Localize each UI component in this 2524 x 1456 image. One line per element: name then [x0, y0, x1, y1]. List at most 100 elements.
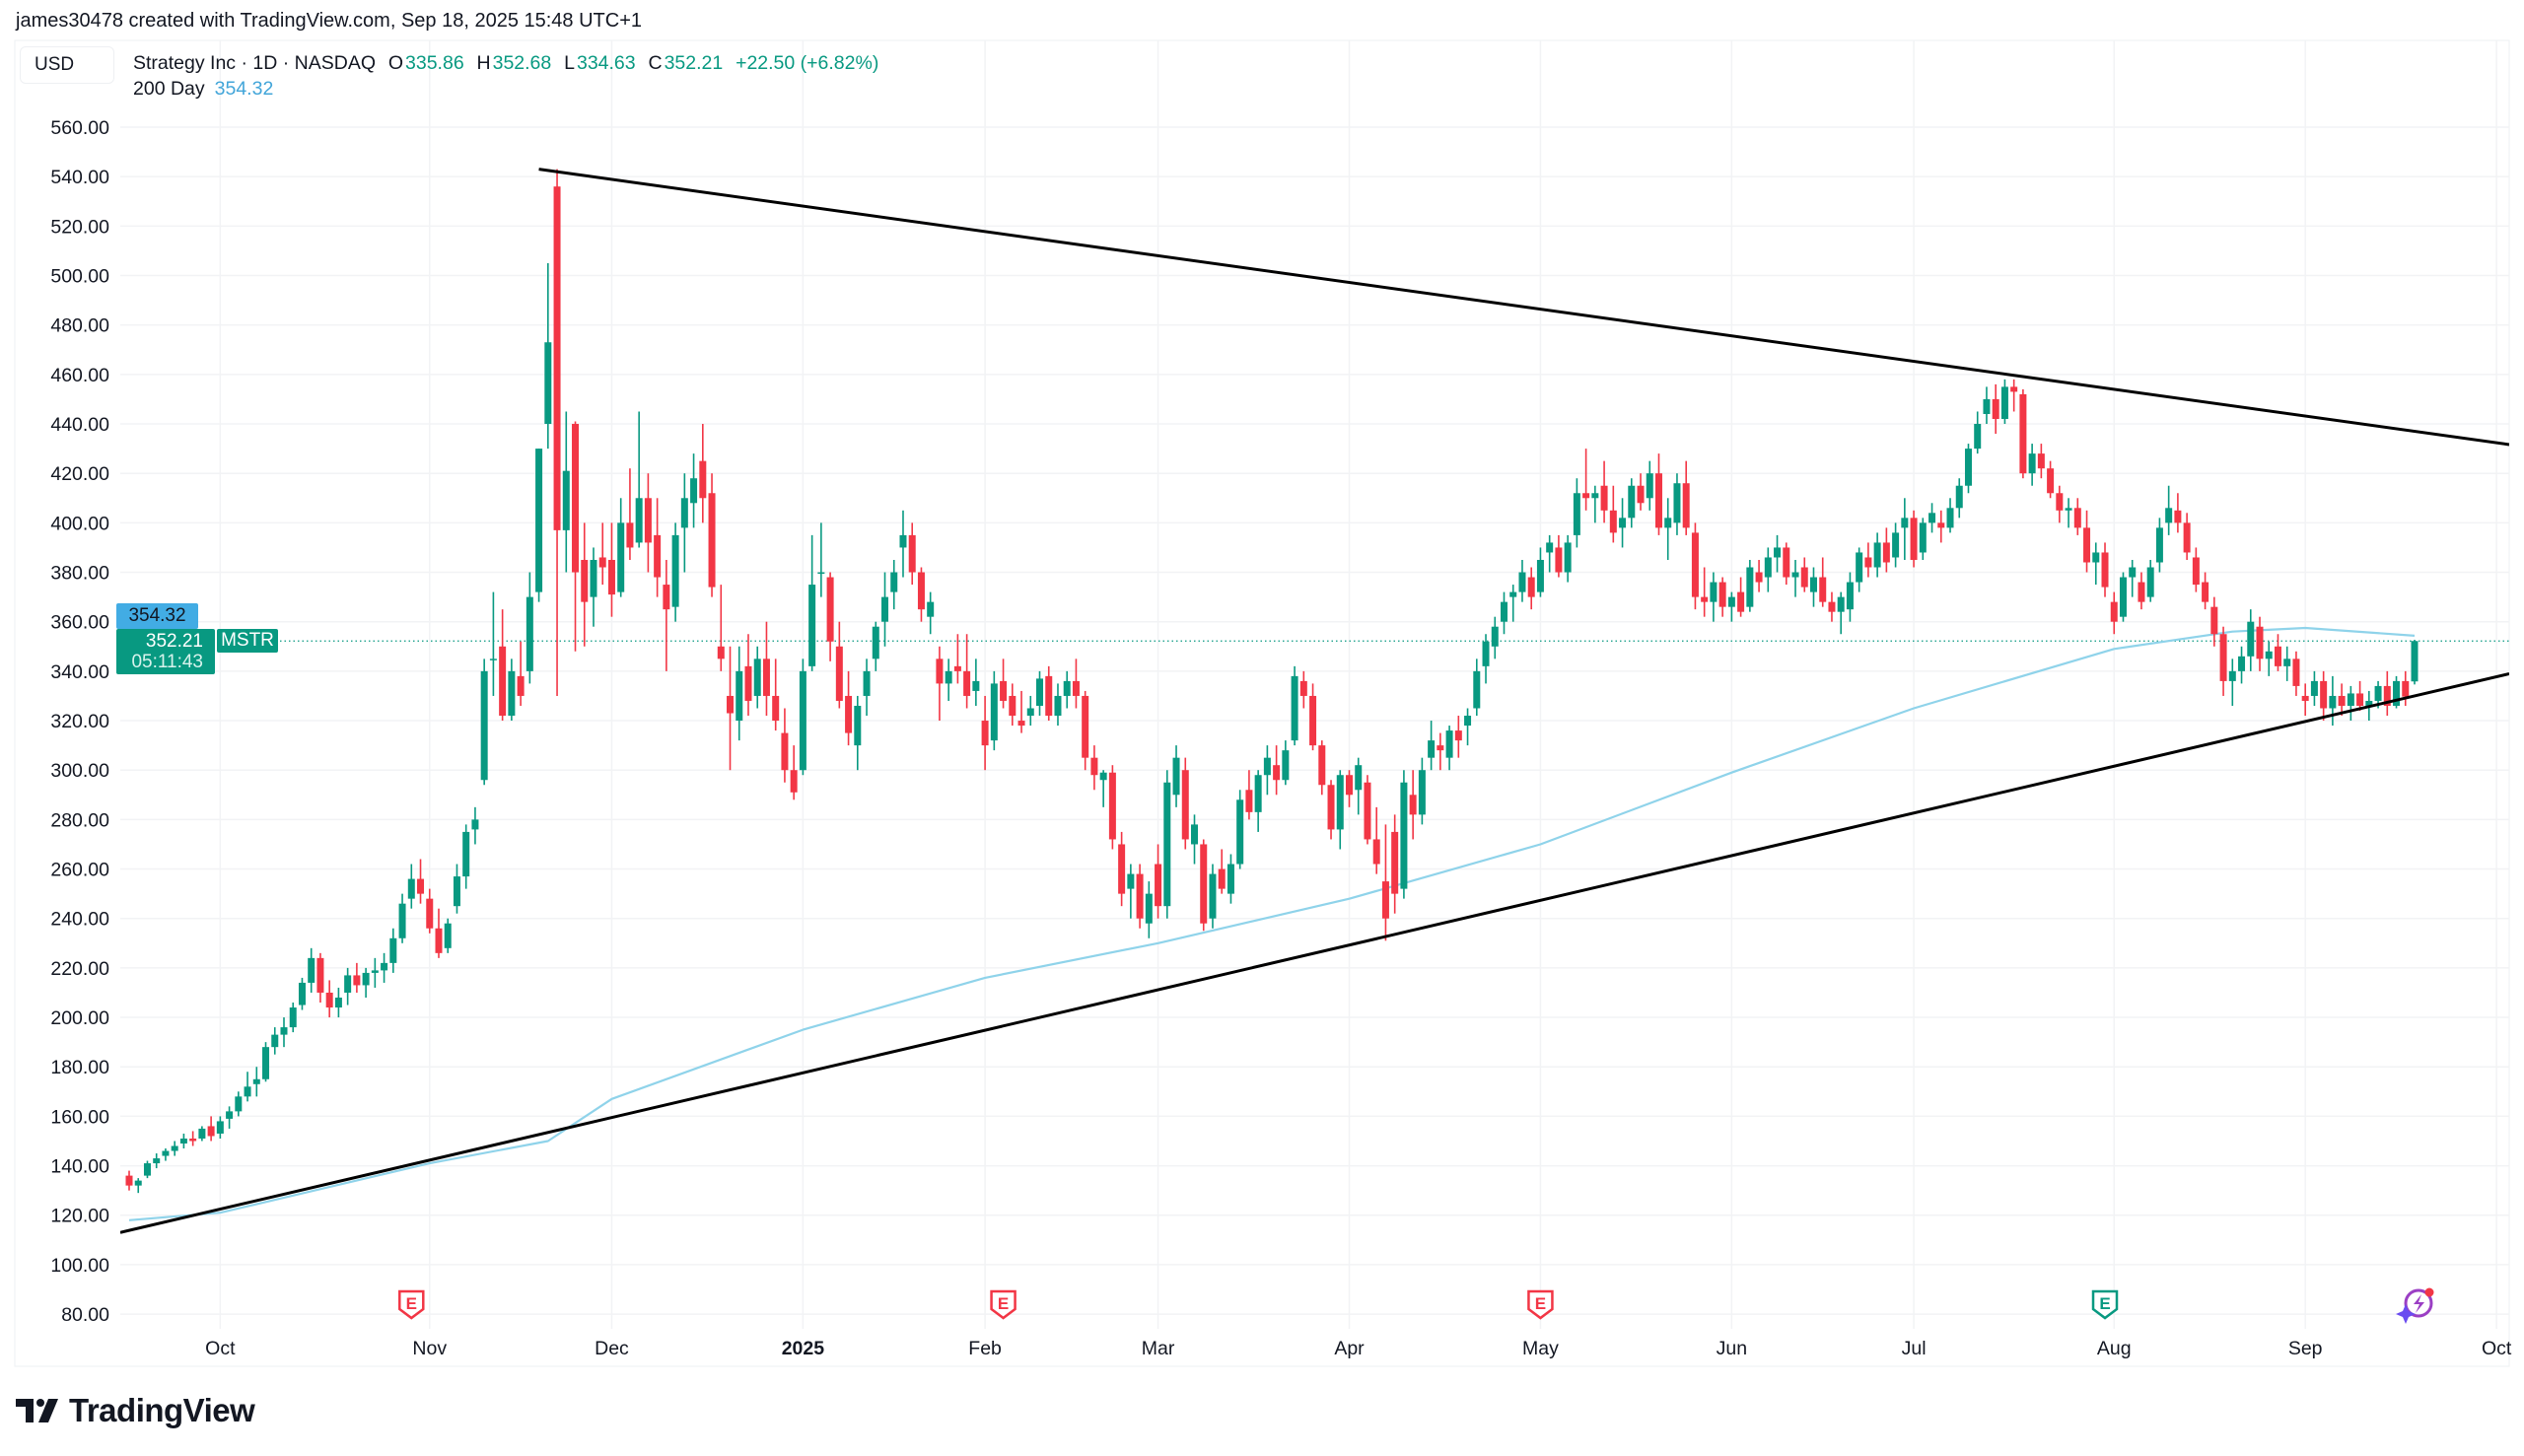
candle-body	[398, 903, 406, 938]
candle	[2138, 572, 2145, 610]
candle	[1090, 745, 1098, 791]
currency-button[interactable]: USD	[20, 46, 114, 84]
candle	[590, 547, 597, 627]
candle	[617, 498, 625, 597]
y-tick-label: 340.00	[50, 661, 109, 683]
candle	[753, 646, 761, 709]
candle	[808, 534, 816, 671]
candle-body	[2000, 386, 2008, 420]
candle	[2310, 670, 2318, 706]
candle	[2119, 572, 2127, 622]
candle-body	[1882, 542, 1890, 563]
candle-body	[1381, 881, 1389, 919]
candle	[2338, 683, 2346, 717]
candle	[1163, 770, 1171, 919]
candle	[1218, 849, 1226, 894]
open-value: 335.86	[405, 52, 464, 74]
open-label: O	[387, 52, 404, 74]
candle	[535, 449, 543, 602]
candle	[171, 1141, 178, 1156]
indicator-value: 354.32	[214, 78, 274, 100]
candle	[2301, 683, 2309, 717]
candle	[1099, 770, 1107, 807]
candle	[2347, 685, 2354, 722]
candle	[1628, 478, 1636, 528]
candle	[162, 1148, 170, 1161]
candle	[280, 1017, 288, 1048]
candle-body	[1527, 577, 1535, 597]
candle	[2265, 641, 2273, 676]
y-tick-label: 260.00	[50, 860, 109, 881]
candle-body	[1628, 485, 1636, 519]
high-value: 352.68	[492, 52, 552, 74]
close-value: 352.21	[664, 52, 724, 74]
y-tick-label: 120.00	[50, 1206, 109, 1227]
candle-body	[1619, 518, 1627, 528]
candle-body	[890, 572, 898, 592]
candle-body	[216, 1121, 224, 1134]
candle	[1299, 670, 1307, 709]
candle	[1555, 534, 1563, 578]
candle-body	[1336, 775, 1344, 830]
candle	[772, 659, 780, 731]
y-tick-label: 360.00	[50, 612, 109, 634]
y-tick-label: 220.00	[50, 958, 109, 980]
candle	[353, 962, 361, 993]
candle-body	[1026, 708, 1034, 717]
candle-body	[1063, 680, 1071, 696]
symbol-title[interactable]: Strategy Inc · 1D · NASDAQ	[133, 52, 376, 74]
candle-body	[1783, 547, 1790, 578]
candle-body	[1273, 765, 1281, 781]
x-tick-label: Sep	[2288, 1338, 2323, 1359]
candle-body	[717, 646, 725, 659]
candle-body	[1682, 483, 1690, 528]
candle-body	[1172, 757, 1180, 796]
candle	[1491, 616, 1499, 659]
candle-body	[1445, 730, 1453, 758]
candle-body	[1045, 675, 1053, 717]
y-tick-label: 380.00	[50, 563, 109, 585]
candle-body	[2073, 508, 2081, 528]
candle	[1637, 473, 1645, 511]
candle	[2183, 513, 2191, 560]
indicator-legend[interactable]: 200 Day 354.32	[133, 78, 273, 101]
flash-bolt	[2414, 1294, 2424, 1313]
candle-body	[444, 923, 452, 948]
y-tick-label: 520.00	[50, 216, 109, 238]
candle	[908, 522, 916, 586]
candle-body	[1127, 873, 1135, 889]
symbol-tag: MSTR	[217, 629, 278, 653]
candle	[271, 1027, 279, 1055]
candle-body	[426, 898, 434, 929]
tradingview-logo[interactable]: TradingView	[16, 1392, 255, 1429]
candle-body	[143, 1163, 151, 1176]
candle	[2101, 542, 2109, 597]
candle-body	[2146, 567, 2154, 597]
candle	[334, 987, 342, 1018]
y-axis: 80.00 100.00 120.00 140.00 160.00 180.00 200.0…	[50, 117, 2509, 1326]
candle-body	[1099, 772, 1107, 781]
candle-body	[1155, 864, 1162, 907]
candle-body	[1090, 757, 1098, 776]
candle	[526, 572, 533, 684]
y-tick-label: 500.00	[50, 266, 109, 288]
candle-body	[1245, 790, 1253, 812]
candle-body	[663, 585, 670, 610]
candle	[598, 522, 606, 586]
candle	[2247, 609, 2255, 671]
candle-body	[2165, 508, 2173, 523]
candle	[2192, 547, 2200, 592]
candle	[1108, 765, 1116, 850]
candle-body	[2028, 453, 2036, 474]
earnings-marker-icon: E	[1527, 1289, 1554, 1320]
earnings-shield	[2091, 1289, 2119, 1320]
candle-body	[2347, 693, 2354, 706]
candle	[1309, 683, 1317, 751]
candle	[1910, 510, 1918, 568]
candle	[854, 695, 862, 771]
candle-body	[690, 478, 698, 504]
candle-body	[1837, 596, 1845, 612]
candle-body	[2219, 634, 2227, 681]
earnings-label: E	[1535, 1294, 1546, 1313]
